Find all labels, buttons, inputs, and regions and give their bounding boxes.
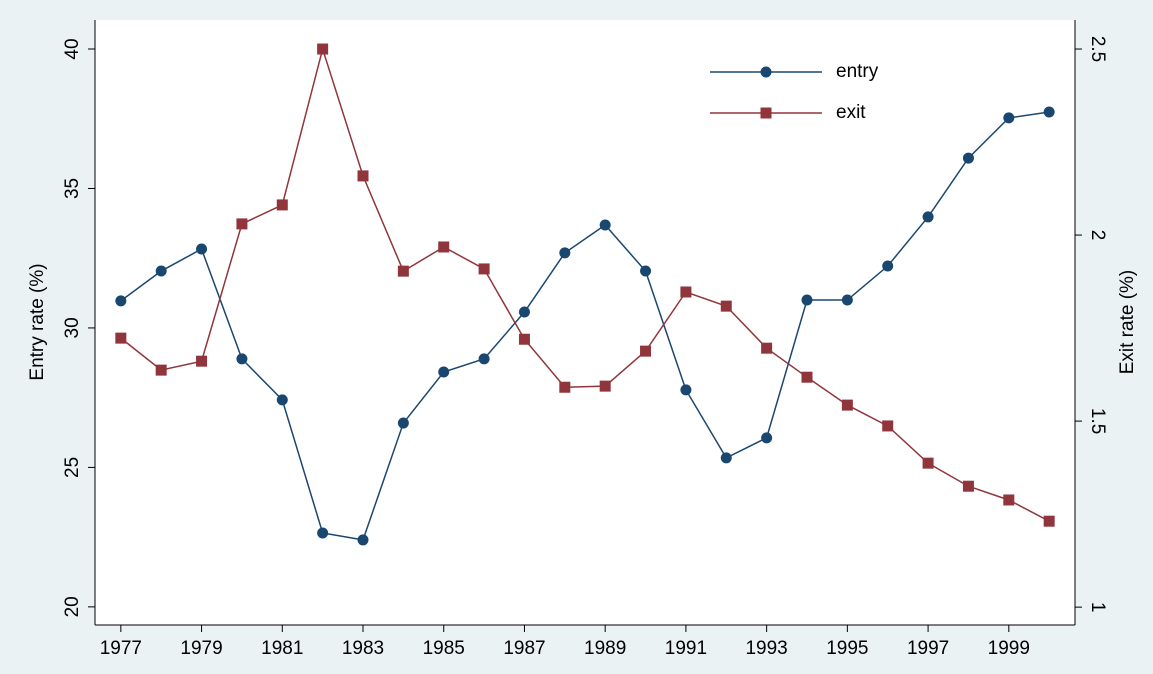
marker bbox=[397, 265, 409, 277]
marker bbox=[357, 534, 369, 546]
x-tick-label: 1989 bbox=[584, 638, 626, 659]
x-tick-label: 1997 bbox=[907, 638, 949, 659]
marker bbox=[841, 294, 853, 306]
marker bbox=[882, 420, 894, 432]
y-tick-label: 40 bbox=[62, 38, 83, 59]
marker bbox=[761, 432, 773, 444]
marker bbox=[357, 170, 369, 182]
y-axis-title: Entry rate (%) bbox=[27, 263, 48, 380]
marker bbox=[559, 247, 571, 259]
y-tick-label: 35 bbox=[62, 178, 83, 199]
marker bbox=[922, 457, 934, 469]
marker bbox=[196, 355, 208, 367]
y-tick-label: 20 bbox=[62, 596, 83, 617]
marker bbox=[276, 199, 288, 211]
y2-tick-label: 1.5 bbox=[1087, 408, 1108, 434]
marker bbox=[1003, 494, 1015, 506]
legend-label: entry bbox=[836, 61, 879, 82]
plot-area bbox=[95, 20, 1075, 625]
marker bbox=[1003, 112, 1015, 124]
marker bbox=[962, 152, 974, 164]
marker bbox=[317, 43, 329, 55]
x-tick-label: 1991 bbox=[665, 638, 707, 659]
marker bbox=[236, 218, 248, 230]
series-line bbox=[120, 46, 1050, 522]
marker bbox=[882, 260, 894, 272]
y2-tick-label: 2 bbox=[1087, 230, 1108, 241]
marker bbox=[640, 345, 652, 357]
y-tick-label: 25 bbox=[62, 457, 83, 478]
marker bbox=[317, 527, 329, 539]
marker bbox=[680, 384, 692, 396]
marker bbox=[1043, 515, 1055, 527]
marker bbox=[599, 219, 611, 231]
marker bbox=[801, 371, 813, 383]
y2-axis-title: Exit rate (%) bbox=[1117, 270, 1138, 375]
marker bbox=[276, 394, 288, 406]
x-tick-label: 1977 bbox=[100, 638, 142, 659]
x-tick-label: 1979 bbox=[180, 638, 222, 659]
marker bbox=[397, 417, 409, 429]
marker bbox=[922, 211, 934, 223]
marker bbox=[599, 380, 611, 392]
legend-label: exit bbox=[836, 102, 866, 123]
x-tick-label: 1985 bbox=[423, 638, 465, 659]
x-tick-label: 1995 bbox=[826, 638, 868, 659]
marker bbox=[720, 452, 732, 464]
y2-tick-label: 1 bbox=[1087, 602, 1108, 613]
marker bbox=[438, 241, 450, 253]
marker bbox=[478, 263, 490, 275]
marker bbox=[680, 286, 692, 298]
marker bbox=[518, 333, 530, 345]
marker bbox=[155, 364, 167, 376]
marker bbox=[720, 300, 732, 312]
marker bbox=[478, 353, 490, 365]
marker bbox=[1043, 106, 1055, 118]
marker bbox=[760, 66, 772, 78]
marker bbox=[236, 353, 248, 365]
series-line bbox=[120, 111, 1050, 541]
marker bbox=[438, 366, 450, 378]
x-tick-label: 1987 bbox=[503, 638, 545, 659]
marker bbox=[196, 243, 208, 255]
marker bbox=[841, 399, 853, 411]
marker bbox=[962, 480, 974, 492]
x-tick-label: 1981 bbox=[261, 638, 303, 659]
marker bbox=[801, 294, 813, 306]
marker bbox=[155, 265, 167, 277]
x-tick-label: 1993 bbox=[745, 638, 787, 659]
marker bbox=[640, 265, 652, 277]
marker bbox=[559, 381, 571, 393]
y-tick-label: 30 bbox=[62, 317, 83, 338]
marker bbox=[760, 107, 772, 119]
y2-tick-label: 2.5 bbox=[1087, 36, 1108, 62]
marker bbox=[518, 306, 530, 318]
marker bbox=[115, 295, 127, 307]
x-tick-label: 1983 bbox=[342, 638, 384, 659]
x-tick-label: 1999 bbox=[988, 638, 1030, 659]
marker bbox=[115, 332, 127, 344]
marker bbox=[761, 342, 773, 354]
